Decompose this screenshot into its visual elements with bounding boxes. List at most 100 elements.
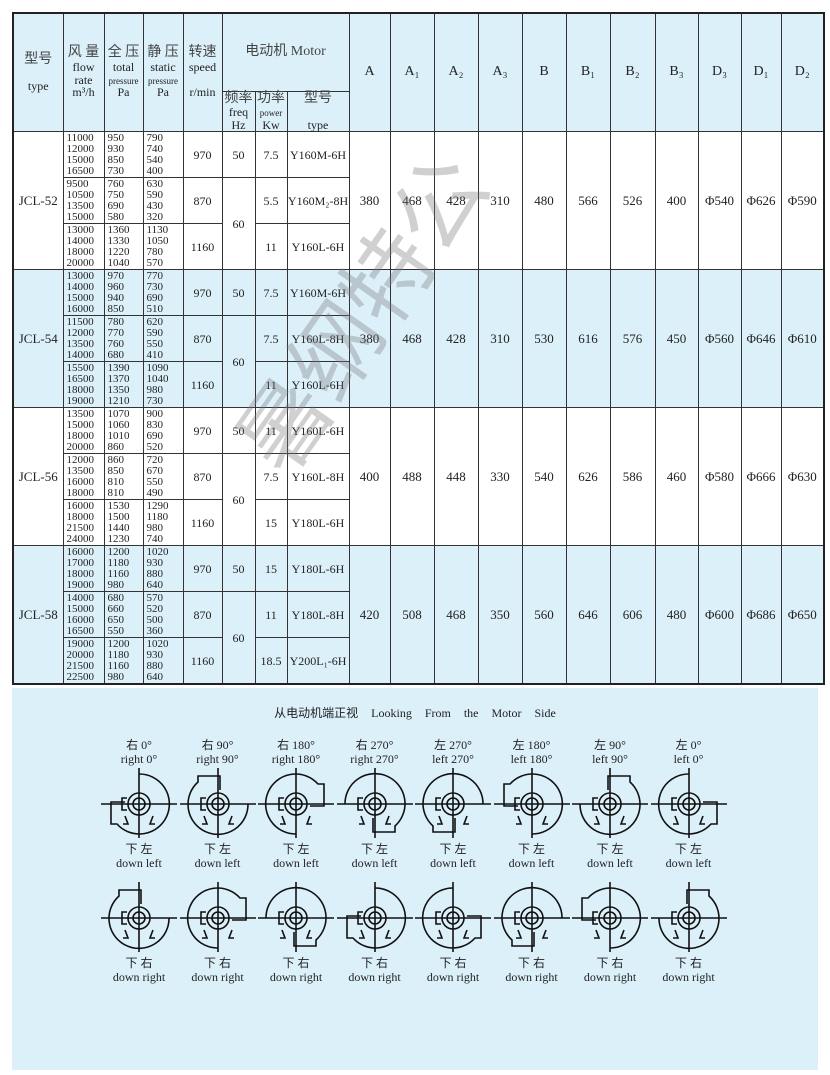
total-value: 1330	[107, 234, 130, 247]
col-dim: B₁	[565, 12, 611, 133]
flow-value: 16500	[66, 624, 95, 637]
dimension-cell: 488	[389, 407, 435, 547]
outlet-cn: 下 左	[125, 842, 153, 856]
outlet-cn: 下 左	[596, 842, 624, 856]
speed-cell: 870	[182, 177, 223, 225]
total-value: 810	[107, 475, 125, 488]
table-row: 15500 16500 18000 19000 1390 1370 1350 1210 1090…	[13, 361, 824, 409]
static-value: 1090	[146, 361, 169, 374]
fan-housing-icon	[101, 768, 177, 838]
freq-cell: 60	[221, 591, 256, 685]
static-cell: 570 520 500 360	[142, 591, 184, 639]
flow-value: 15000	[66, 418, 95, 431]
flow-value: 18000	[66, 510, 95, 523]
dimension-cell: Φ610	[780, 269, 825, 409]
static-en2: pressure	[148, 75, 178, 86]
dimension-cell: Φ650	[780, 545, 825, 685]
speed-cell: 970	[182, 545, 223, 593]
motor-title: 电动机 Motor	[245, 43, 326, 59]
rotation-en: left 0°	[673, 752, 704, 766]
flow-value: 16000	[66, 302, 95, 315]
static-value: 690	[146, 291, 164, 304]
fan-diagram-down-left: 右 90° right 90° 下 左 down left	[179, 738, 257, 870]
dimension-cell: 468	[389, 269, 435, 409]
total-value: 1440	[107, 521, 130, 534]
fan-diagram-down-right: 下 右 down right	[650, 880, 728, 984]
total-cn: 全 压	[107, 45, 140, 61]
dim-label: D₁	[753, 64, 769, 80]
total-cell: 1390 1370 1350 1210	[103, 361, 144, 409]
fan-housing-icon	[493, 882, 570, 952]
flow-value: 14000	[66, 234, 95, 247]
total-value: 1210	[107, 394, 130, 407]
static-cell: 1290 1180 980 740	[142, 499, 184, 547]
col-speed: 转速 speed r/min	[182, 12, 223, 133]
fan-housing-icon	[650, 882, 727, 952]
dimension-cell: Φ630	[780, 407, 825, 547]
total-value: 960	[107, 280, 125, 293]
static-value: 640	[146, 670, 164, 683]
static-cell: 1020 930 880 640	[142, 637, 184, 685]
freq-cell: 50	[221, 407, 256, 455]
static-value: 1020	[146, 637, 169, 650]
col-freq: 频率 freq Hz	[221, 90, 256, 133]
power-cell: 11	[254, 591, 288, 639]
static-value: 410	[146, 348, 164, 361]
outlet-cn: 下 左	[517, 842, 545, 856]
dimension-cell: 616	[565, 269, 611, 409]
total-value: 690	[107, 199, 125, 212]
power-cell: 11	[254, 223, 288, 271]
static-value: 730	[146, 394, 164, 407]
freq-cn: 频率	[224, 90, 253, 106]
total-en2: pressure	[108, 75, 139, 86]
dimension-cell: 646	[565, 545, 611, 685]
total-value: 1040	[107, 256, 130, 269]
total-value: 680	[107, 348, 125, 361]
flow-value: 12000	[66, 453, 95, 466]
total-value: 1200	[107, 545, 130, 558]
static-value: 780	[146, 245, 164, 258]
total-en: total	[112, 60, 135, 75]
dimension-cell: 400	[654, 131, 699, 271]
fan-diagram-down-left: 右 180° right 180° 下 左 down left	[257, 738, 335, 870]
flow-cell: 14000 15000 16000 16500	[62, 591, 105, 639]
flow-value: 19000	[66, 578, 95, 591]
total-cell: 1070 1060 1010 860	[103, 407, 144, 455]
flow-value: 9500	[66, 177, 89, 190]
power-en: power	[259, 108, 283, 119]
total-value: 760	[107, 337, 125, 350]
static-unit: Pa	[157, 85, 169, 100]
dimension-cell: 480	[654, 545, 699, 685]
total-value: 680	[107, 591, 125, 604]
outlet-en: down right	[348, 970, 401, 984]
flow-cell: 13500 15000 18000 20000	[62, 407, 105, 455]
dimension-cell: Φ666	[740, 407, 782, 547]
outlet-cn: 下 左	[282, 842, 310, 856]
static-cell: 900 830 690 520	[142, 407, 184, 455]
motor-type-cn: 型号	[304, 90, 333, 106]
flow-value: 15500	[66, 361, 95, 374]
outlet-en: down left	[273, 856, 319, 870]
fan-diagram-down-left: 右 270° right 270° 下 左 down left	[336, 738, 414, 870]
dim-label: A₃	[492, 64, 508, 80]
power-cell: 18.5	[254, 637, 288, 685]
flow-value: 20000	[66, 648, 95, 661]
static-value: 980	[146, 521, 164, 534]
col-dim: A	[348, 12, 391, 133]
fan-diagram-down-right: 下 右 down right	[100, 880, 178, 984]
motor-type-en: type	[307, 117, 329, 132]
power-unit: Kw	[262, 117, 280, 132]
total-cell: 950 930 850 730	[103, 131, 144, 179]
motor-type-cell: Y180L-6H	[286, 545, 350, 593]
flow-value: 18000	[66, 567, 95, 580]
dimension-cell: Φ646	[740, 269, 782, 409]
total-cell: 860 850 810 810	[103, 453, 144, 501]
flow-value: 14000	[66, 280, 95, 293]
power-cell: 15	[254, 545, 288, 593]
total-value: 1230	[107, 532, 130, 545]
dimension-cell: Φ540	[697, 131, 742, 271]
static-value: 740	[146, 532, 164, 545]
total-value: 1500	[107, 510, 130, 523]
col-dim: A₂	[433, 12, 479, 133]
total-value: 730	[107, 164, 125, 177]
